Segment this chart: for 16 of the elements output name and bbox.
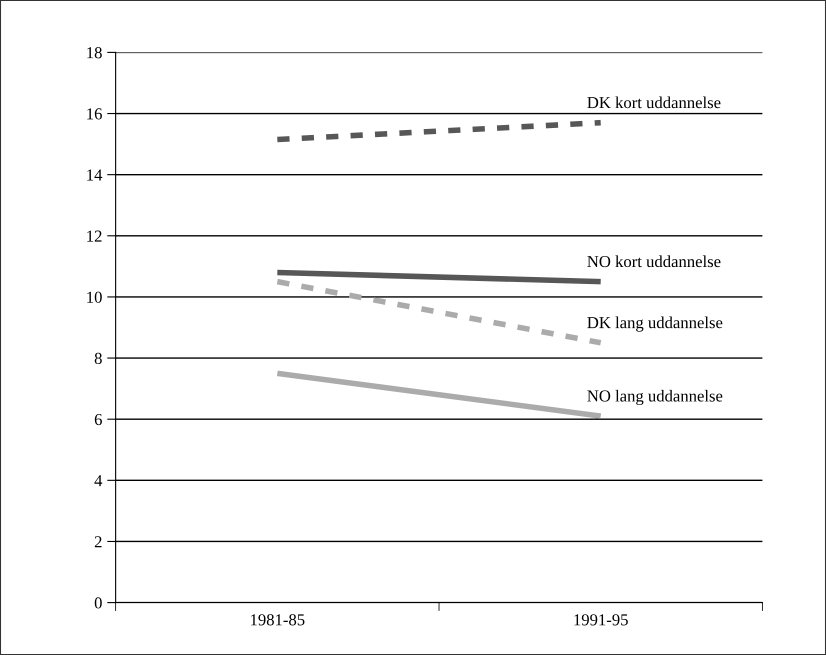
y-tick-label: 14 <box>87 169 102 180</box>
x-tick-label: 1991-95 <box>574 614 628 626</box>
y-tick-label: 6 <box>94 414 102 426</box>
y-tick-label: 18 <box>87 47 102 58</box>
series-label: DK kort uddannelse <box>587 96 720 108</box>
y-tick-label: 12 <box>87 230 102 242</box>
y-tick-label: 0 <box>94 597 102 609</box>
y-tick-label: 10 <box>87 292 102 303</box>
y-tick-label: 16 <box>87 108 102 120</box>
series-label: NO lang uddannelse <box>587 390 722 406</box>
series-label: DK lang uddannelse <box>587 316 722 332</box>
series-label: NO kort uddannelse <box>587 255 720 268</box>
y-tick-label: 4 <box>94 475 102 486</box>
y-tick-label: 2 <box>94 536 102 548</box>
x-tick-label: 1981-85 <box>251 614 304 626</box>
y-tick-label: 8 <box>94 352 102 364</box>
